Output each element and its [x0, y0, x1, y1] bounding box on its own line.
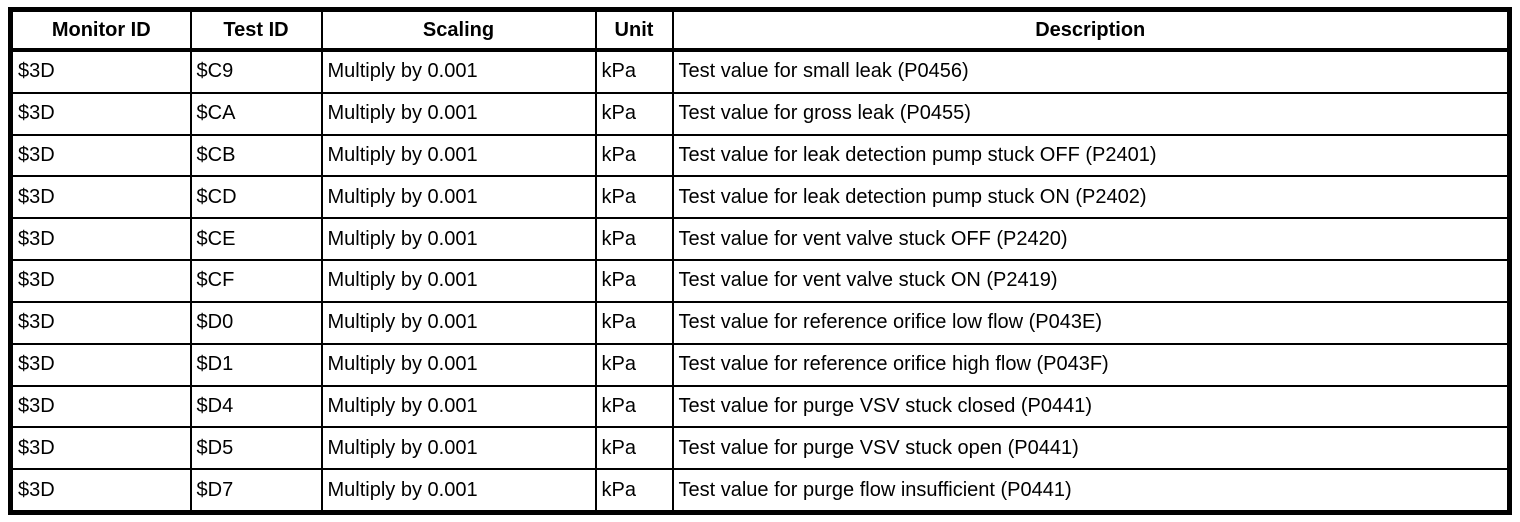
table-row: $3D $CE Multiply by 0.001 kPa Test value… — [9, 217, 1511, 262]
cell-scaling: Multiply by 0.001 — [320, 426, 597, 471]
cell-test-id: $D1 — [189, 342, 323, 387]
cell-test-id: $CB — [189, 133, 323, 178]
table-row: $3D $D0 Multiply by 0.001 kPa Test value… — [9, 300, 1511, 345]
cell-scaling: Multiply by 0.001 — [320, 300, 597, 345]
table-row: $3D $D7 Multiply by 0.001 kPa Test value… — [9, 468, 1511, 514]
table-row: $3D $CB Multiply by 0.001 kPa Test value… — [9, 133, 1511, 178]
header-cell-scaling: Scaling — [320, 8, 597, 52]
cell-description: Test value for leak detection pump stuck… — [671, 175, 1511, 220]
cell-scaling: Multiply by 0.001 — [320, 342, 597, 387]
cell-description: Test value for small leak (P0456) — [671, 49, 1511, 94]
table-row: $3D $D1 Multiply by 0.001 kPa Test value… — [9, 342, 1511, 387]
cell-unit: kPa — [594, 426, 674, 471]
cell-monitor-id: $3D — [9, 175, 192, 220]
cell-unit: kPa — [594, 217, 674, 262]
cell-description: Test value for gross leak (P0455) — [671, 91, 1511, 136]
cell-test-id: $D7 — [189, 468, 323, 514]
cell-scaling: Multiply by 0.001 — [320, 384, 597, 429]
header-cell-description: Description — [671, 8, 1511, 52]
cell-scaling: Multiply by 0.001 — [320, 49, 597, 94]
header-cell-monitor-id: Monitor ID — [9, 8, 192, 52]
cell-scaling: Multiply by 0.001 — [320, 468, 597, 514]
table-header-row: Monitor ID Test ID Scaling Unit Descript… — [9, 8, 1511, 52]
cell-test-id: $CF — [189, 259, 323, 303]
cell-test-id: $D4 — [189, 384, 323, 429]
table-row: $3D $D4 Multiply by 0.001 kPa Test value… — [9, 384, 1511, 429]
table-row: $3D $C9 Multiply by 0.001 kPa Test value… — [9, 49, 1511, 94]
cell-monitor-id: $3D — [9, 384, 192, 429]
cell-unit: kPa — [594, 49, 674, 94]
cell-monitor-id: $3D — [9, 217, 192, 262]
monitor-test-table: Monitor ID Test ID Scaling Unit Descript… — [8, 7, 1512, 515]
cell-monitor-id: $3D — [9, 133, 192, 178]
cell-description: Test value for vent valve stuck ON (P241… — [671, 259, 1511, 303]
cell-unit: kPa — [594, 300, 674, 345]
cell-description: Test value for purge VSV stuck closed (P… — [671, 384, 1511, 429]
cell-test-id: $C9 — [189, 49, 323, 94]
table-row: $3D $CD Multiply by 0.001 kPa Test value… — [9, 175, 1511, 220]
cell-description: Test value for vent valve stuck OFF (P24… — [671, 217, 1511, 262]
cell-unit: kPa — [594, 91, 674, 136]
table-row: $3D $D5 Multiply by 0.001 kPa Test value… — [9, 426, 1511, 471]
cell-monitor-id: $3D — [9, 426, 192, 471]
header-cell-unit: Unit — [594, 8, 674, 52]
cell-scaling: Multiply by 0.001 — [320, 175, 597, 220]
table-row: $3D $CF Multiply by 0.001 kPa Test value… — [9, 259, 1511, 303]
cell-test-id: $CA — [189, 91, 323, 136]
cell-unit: kPa — [594, 468, 674, 514]
cell-unit: kPa — [594, 259, 674, 303]
cell-unit: kPa — [594, 384, 674, 429]
cell-monitor-id: $3D — [9, 91, 192, 136]
cell-scaling: Multiply by 0.001 — [320, 259, 597, 303]
cell-test-id: $D0 — [189, 300, 323, 345]
cell-description: Test value for leak detection pump stuck… — [671, 133, 1511, 178]
cell-scaling: Multiply by 0.001 — [320, 133, 597, 178]
cell-monitor-id: $3D — [9, 259, 192, 303]
cell-description: Test value for reference orifice low flo… — [671, 300, 1511, 345]
cell-monitor-id: $3D — [9, 342, 192, 387]
cell-monitor-id: $3D — [9, 468, 192, 514]
header-cell-test-id: Test ID — [189, 8, 323, 52]
cell-test-id: $D5 — [189, 426, 323, 471]
cell-monitor-id: $3D — [9, 300, 192, 345]
cell-test-id: $CD — [189, 175, 323, 220]
cell-scaling: Multiply by 0.001 — [320, 91, 597, 136]
cell-monitor-id: $3D — [9, 49, 192, 94]
cell-unit: kPa — [594, 175, 674, 220]
cell-description: Test value for purge VSV stuck open (P04… — [671, 426, 1511, 471]
table-row: $3D $CA Multiply by 0.001 kPa Test value… — [9, 91, 1511, 136]
cell-unit: kPa — [594, 133, 674, 178]
cell-scaling: Multiply by 0.001 — [320, 217, 597, 262]
cell-description: Test value for reference orifice high fl… — [671, 342, 1511, 387]
cell-unit: kPa — [594, 342, 674, 387]
cell-test-id: $CE — [189, 217, 323, 262]
cell-description: Test value for purge flow insufficient (… — [671, 468, 1511, 514]
table-body: $3D $C9 Multiply by 0.001 kPa Test value… — [9, 49, 1511, 514]
